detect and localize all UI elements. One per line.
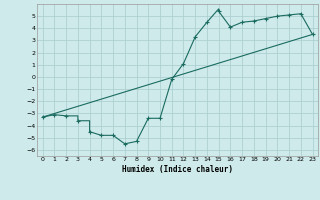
X-axis label: Humidex (Indice chaleur): Humidex (Indice chaleur) bbox=[122, 165, 233, 174]
